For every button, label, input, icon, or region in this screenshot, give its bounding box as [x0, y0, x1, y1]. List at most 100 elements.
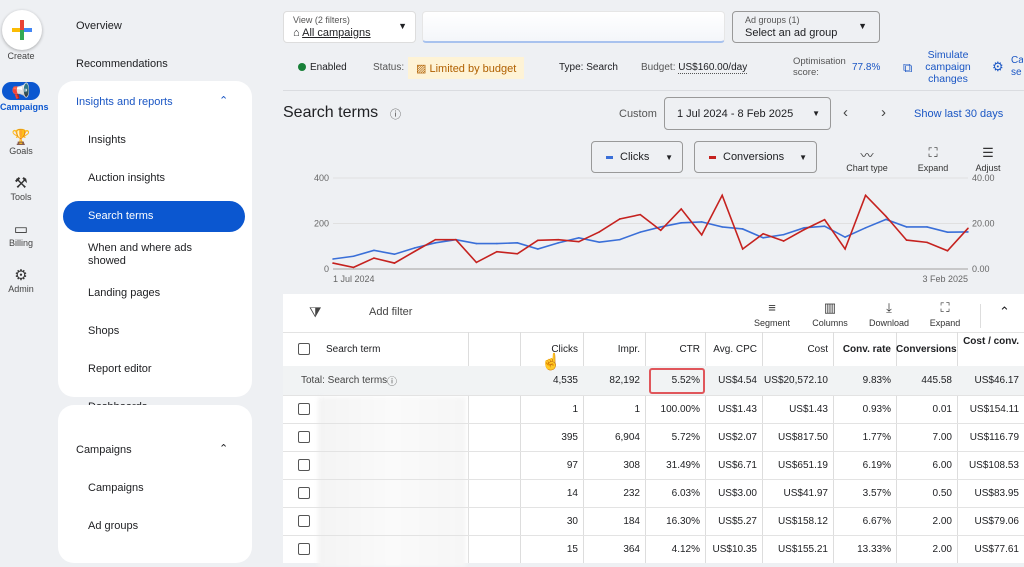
- help-icon[interactable]: ⓘ: [387, 377, 397, 388]
- rail-label: Campaigns: [0, 102, 49, 112]
- view-filter-dropdown[interactable]: View (2 filters) ⌂ All campaigns ▼: [283, 11, 416, 43]
- table-cell: US$108.53: [968, 460, 1019, 471]
- rail-goals[interactable]: 🏆 Goals: [0, 128, 42, 156]
- columns-button[interactable]: ▥ Columns: [807, 300, 853, 328]
- metric-conversions-dropdown[interactable]: Conversions ▼: [694, 141, 817, 173]
- select-all-checkbox[interactable]: [298, 343, 310, 355]
- total-cell: 5.52%: [671, 375, 700, 386]
- date-range-label: Custom: [619, 108, 657, 120]
- limited-by-budget-badge[interactable]: ▨ Limited by budget: [408, 57, 525, 79]
- row-divider: [283, 395, 1024, 396]
- page-title: Search terms: [283, 104, 379, 121]
- simulate-campaign-changes-link[interactable]: Simulate campaign changes: [925, 49, 971, 85]
- row-checkbox[interactable]: [298, 459, 310, 471]
- tools-icon: ⚒: [14, 175, 28, 192]
- header-clicks[interactable]: Clicks: [520, 344, 583, 355]
- table-cell: 1.77%: [862, 432, 891, 443]
- chevron-up-icon[interactable]: ⌃: [219, 95, 229, 107]
- header-label: Conversions: [896, 344, 957, 355]
- data-point-conversions: [598, 231, 601, 233]
- header-conversions[interactable]: Conversions: [896, 344, 957, 355]
- campaign-selector-blurred[interactable]: [422, 11, 725, 43]
- previous-period-button[interactable]: ‹: [843, 104, 848, 121]
- data-point-conversions: [618, 218, 621, 220]
- table-cell: US$158.12: [777, 516, 828, 527]
- nav-insights[interactable]: Insights: [88, 134, 126, 146]
- data-point-conversions: [741, 248, 744, 250]
- nav-report-editor[interactable]: Report editor: [88, 363, 152, 375]
- nav-auction-insights[interactable]: Auction insights: [88, 172, 166, 184]
- table-expand-button[interactable]: ⛶ Expand: [923, 300, 967, 328]
- budget-value[interactable]: US$160.00/day: [678, 62, 748, 74]
- x-axis-tick: 1 Jul 2024: [333, 274, 375, 284]
- gear-icon[interactable]: ⚙: [992, 59, 1004, 74]
- header-search-term[interactable]: Search term: [326, 344, 381, 355]
- nav-recommendations[interactable]: Recommendations: [76, 58, 168, 70]
- adgroups-value: Select an ad group: [745, 27, 838, 39]
- data-point-clicks: [352, 255, 355, 258]
- nav-search-terms[interactable]: Search terms: [88, 210, 154, 222]
- add-filter-button[interactable]: Add filter: [369, 306, 413, 318]
- help-icon[interactable]: ⓘ: [390, 109, 401, 121]
- chart-expand-button[interactable]: ⛶ Expand: [912, 145, 954, 173]
- table-cell: 395: [561, 432, 578, 443]
- nav-landing-pages[interactable]: Landing pages: [88, 287, 161, 299]
- table-cell: 184: [623, 516, 640, 527]
- nav-shops[interactable]: Shops: [88, 325, 120, 337]
- segment-icon: ≡: [768, 300, 776, 315]
- optimisation-score[interactable]: 77.8%: [852, 62, 881, 73]
- row-checkbox[interactable]: [298, 431, 310, 443]
- ad-group-dropdown[interactable]: Ad groups (1) Select an ad group ▼: [732, 11, 880, 43]
- nav-campaigns-group[interactable]: Campaigns: [76, 444, 132, 456]
- data-point-conversions: [373, 257, 375, 259]
- header-avg-cpc[interactable]: Avg. CPC: [705, 344, 762, 355]
- row-checkbox[interactable]: [298, 543, 310, 555]
- row-checkbox[interactable]: [298, 487, 310, 499]
- row-checkbox[interactable]: [298, 515, 310, 527]
- nav-campaigns[interactable]: Campaigns: [88, 482, 144, 494]
- date-range-picker[interactable]: 1 Jul 2024 - 8 Feb 2025 ▼: [664, 97, 831, 130]
- header-impr-[interactable]: Impr.: [583, 344, 645, 355]
- table-cell: US$6.71: [718, 460, 757, 471]
- chart-type-button[interactable]: 〰 Chart type: [842, 145, 892, 173]
- rail-label: Billing: [8, 238, 33, 248]
- filter-icon[interactable]: ⧩: [309, 304, 322, 320]
- show-last-30-days-link[interactable]: Show last 30 days: [914, 108, 1004, 120]
- chart-adjust-button[interactable]: ☰ Adjust: [968, 145, 1008, 173]
- rail-label: Tools: [10, 192, 32, 202]
- rail-admin[interactable]: ⚙ Admin: [0, 266, 42, 294]
- row-checkbox[interactable]: [298, 403, 310, 415]
- campaign-settings-link[interactable]: Ca se: [1011, 55, 1023, 78]
- dropdown-arrow-icon: ▼: [665, 153, 673, 162]
- collapse-chevron-icon[interactable]: ⌃: [999, 304, 1010, 319]
- header-conv-rate[interactable]: Conv. rate: [833, 344, 896, 355]
- divider: [283, 332, 1024, 333]
- data-point-conversions: [700, 234, 703, 236]
- create-button[interactable]: [2, 10, 42, 50]
- data-point-conversions: [537, 239, 539, 242]
- segment-button[interactable]: ≡ Segment: [749, 300, 795, 328]
- header-ctr[interactable]: CTR: [645, 344, 705, 355]
- clicks-legend-swatch: [606, 156, 613, 159]
- header-cost-conv-[interactable]: ↓Cost / conv.: [957, 336, 1024, 347]
- enabled-status: Enabled: [310, 62, 347, 73]
- rail-campaigns[interactable]: 📢 Campaigns: [0, 82, 49, 112]
- next-period-button[interactable]: ›: [881, 104, 886, 121]
- rail-tools[interactable]: ⚒ Tools: [0, 174, 42, 202]
- header-label: Impr.: [617, 344, 640, 355]
- chevron-up-icon[interactable]: ⌃: [219, 443, 229, 455]
- metric-clicks-dropdown[interactable]: Clicks ▼: [591, 141, 683, 173]
- nav-when-and-where-ads-showed[interactable]: When and where ads showed: [88, 242, 192, 267]
- column-divider: [468, 332, 469, 563]
- gear-icon: ⚙: [14, 267, 28, 284]
- table-cell: 16.30%: [666, 516, 700, 527]
- header-cost[interactable]: Cost: [762, 344, 833, 355]
- nav-insights-and-reports[interactable]: Insights and reports: [76, 96, 173, 108]
- data-point-clicks: [496, 242, 498, 245]
- left-axis-tick: 400: [314, 173, 329, 183]
- nav-ad-groups[interactable]: Ad groups: [88, 520, 139, 532]
- nav-overview[interactable]: Overview: [76, 20, 122, 32]
- download-button[interactable]: ⤓ Download: [863, 300, 915, 328]
- rail-billing[interactable]: ▭ Billing: [0, 220, 42, 248]
- table-cell: US$10.35: [712, 544, 757, 555]
